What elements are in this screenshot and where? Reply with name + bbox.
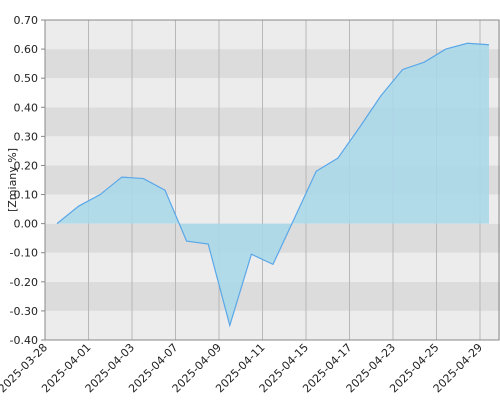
y-tick-label: -0.30 — [10, 305, 38, 318]
y-tick-label: -0.40 — [10, 334, 38, 347]
plot-border — [44, 19, 500, 341]
band — [45, 281, 500, 311]
y-tick-label: 0.00 — [14, 218, 39, 231]
y-tick-label: 0.20 — [14, 159, 39, 172]
y-tick-label: 0.50 — [14, 72, 39, 85]
y-tick-label: 0.10 — [14, 189, 39, 202]
area — [57, 43, 489, 326]
y-tick-label: -0.10 — [10, 247, 38, 260]
band — [45, 20, 500, 50]
y-tick-label: -0.20 — [10, 276, 38, 289]
y-tick-label: 0.60 — [14, 43, 39, 56]
y-tick-label: 0.40 — [14, 101, 39, 114]
y-tick-label: 0.30 — [14, 130, 39, 143]
y-tick-label: 0.70 — [14, 14, 39, 27]
band — [45, 310, 500, 340]
y-axis-label: [Zmiany %] — [6, 148, 19, 212]
line — [56, 42, 490, 328]
